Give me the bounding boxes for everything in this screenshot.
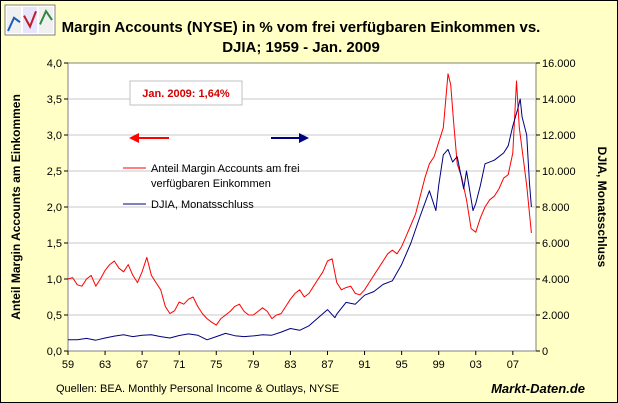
tick-label-x: 63	[99, 359, 111, 371]
chart-title-line2: DJIA; 1959 - Jan. 2009	[222, 39, 380, 56]
tick-label-x: 75	[210, 359, 222, 371]
logo-line	[23, 10, 37, 29]
logo-line	[7, 16, 21, 32]
legend-margin-line1: Anteil Margin Accounts am frei	[151, 163, 300, 175]
tick-label-x: 07	[507, 359, 519, 371]
tick-label-left: 1,5	[47, 238, 62, 250]
tick-label-x: 03	[470, 359, 482, 371]
tick-label-left: 2,5	[47, 166, 62, 178]
y-axis-left-label: Anteil Margin Accounts am Einkommen	[9, 94, 23, 320]
x-ticks: 59 63 67 71 75 79 83 87 91 95 99 03 07	[62, 351, 519, 371]
tick-label-right: 6.000	[542, 238, 570, 250]
brand-label: Markt-Daten.de	[491, 381, 585, 396]
source-note: Quellen: BEA. Monthly Personal Income & …	[56, 383, 339, 395]
arrow-right-blue-icon	[271, 133, 309, 143]
tick-label-left: 2,0	[47, 202, 62, 214]
tick-label-left: 1,0	[47, 274, 62, 286]
tick-label-right: 4.000	[542, 274, 570, 286]
tick-label-right: 10.000	[542, 166, 576, 178]
tick-label-right: 8.000	[542, 202, 570, 214]
series-line-margin	[67, 73, 532, 326]
tick-label-left: 0,5	[47, 310, 62, 322]
logo-panel	[23, 7, 37, 33]
legend-djia: DJIA, Monatsschluss	[151, 199, 254, 211]
annotation-text: Jan. 2009: 1,64%	[142, 88, 230, 100]
tick-label-x: 83	[284, 359, 296, 371]
tick-label-x: 99	[433, 359, 445, 371]
tick-label-x: 87	[321, 359, 333, 371]
legend-margin-line2: verfügbaren Einkommen	[151, 178, 271, 190]
tick-label-right: 0	[542, 346, 548, 358]
logo-line	[39, 9, 53, 25]
series-line-djia	[68, 98, 532, 341]
logo-panel	[39, 7, 53, 33]
tick-label-x: 91	[358, 359, 370, 371]
legend: Anteil Margin Accounts am frei verfügbar…	[123, 163, 300, 211]
tick-label-x: 59	[62, 359, 74, 371]
tick-label-right: 2.000	[542, 310, 570, 322]
chart-title-line1: Margin Accounts (NYSE) in % vom frei ver…	[62, 19, 541, 36]
arrow-left-red-icon	[129, 133, 169, 143]
tick-label-x: 67	[136, 359, 148, 371]
tick-label-left: 4,0	[47, 58, 62, 70]
annotation-box	[129, 80, 243, 106]
tick-label-right: 12.000	[542, 130, 576, 142]
logo-icon	[4, 4, 56, 36]
tick-label-left: 3,0	[47, 130, 62, 142]
tick-label-x: 71	[173, 359, 185, 371]
tick-label-left: 3,5	[47, 94, 62, 106]
tick-label-right: 16.000	[542, 58, 576, 70]
y-right-ticks: 0 2.000 4.000 6.000 8.000 10.000 12.000 14.000 1…	[536, 58, 576, 358]
y-axis-right-label: DJIA, Monatsschluss	[595, 147, 609, 268]
tick-label-x: 95	[395, 359, 407, 371]
tick-label-right: 14.000	[542, 94, 576, 106]
tick-label-x: 79	[247, 359, 259, 371]
series-layer	[67, 73, 532, 341]
tick-label-left: 0,0	[47, 346, 62, 358]
y-left-ticks: 0,0 0,5 1,0 1,5 2,0 2,5 3,0 3,5 4,0	[47, 58, 68, 358]
